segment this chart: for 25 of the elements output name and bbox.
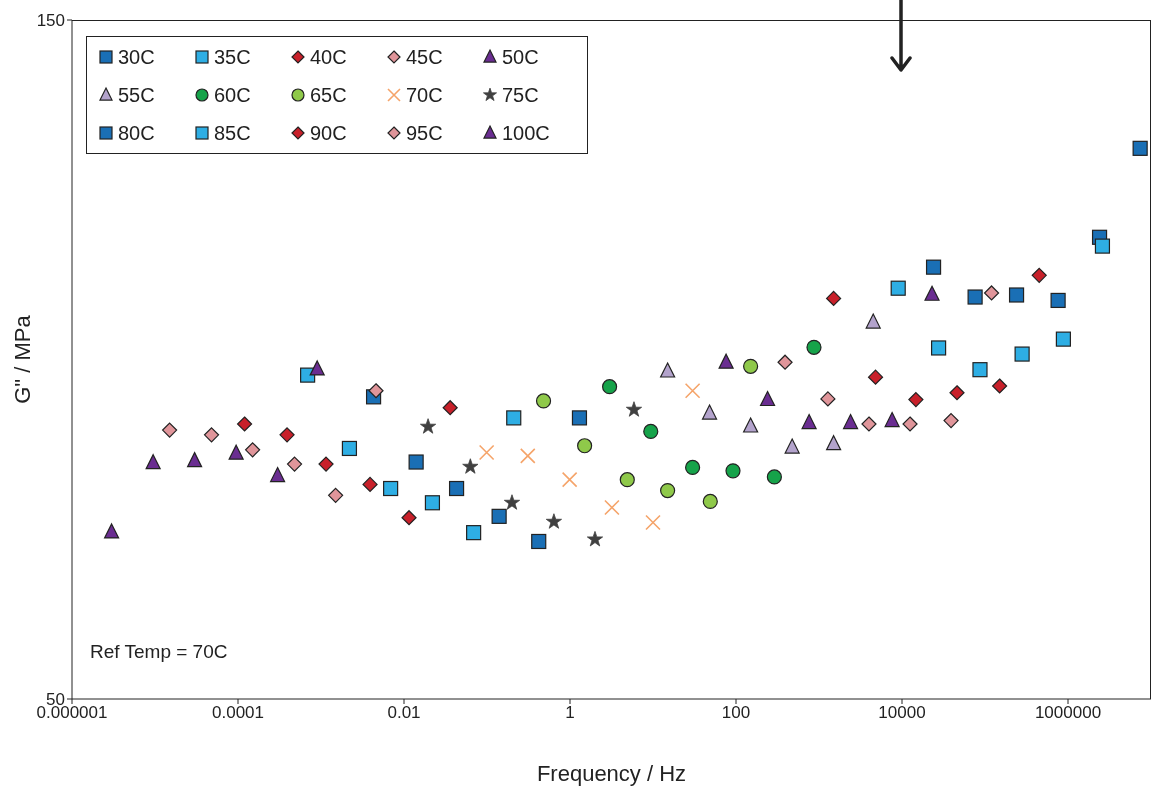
legend-label: 75C bbox=[502, 83, 539, 107]
legend-label: 95C bbox=[406, 121, 443, 145]
legend-label: 100C bbox=[502, 121, 550, 145]
legend-label: 40C bbox=[310, 45, 347, 69]
annotation: Ref Temp = 70C bbox=[90, 641, 228, 663]
y-tick-label: 150 bbox=[36, 11, 65, 31]
x-tick-label: 100 bbox=[721, 703, 751, 723]
x-axis-title: Frequency / Hz bbox=[536, 761, 687, 786]
legend-label: 55C bbox=[118, 83, 155, 107]
legend-label: 50C bbox=[502, 45, 539, 69]
y-axis-title: G" / MPa bbox=[9, 314, 35, 404]
legend-label: 35C bbox=[214, 45, 251, 69]
x-tick-label: 1000000 bbox=[1034, 703, 1102, 723]
legend-label: 90C bbox=[310, 121, 347, 145]
legend-label: 80C bbox=[118, 121, 155, 145]
legend-label: 30C bbox=[118, 45, 155, 69]
legend-label: 65C bbox=[310, 83, 347, 107]
legend-label: 70C bbox=[406, 83, 443, 107]
legend-label: 85C bbox=[214, 121, 251, 145]
x-tick-label: 0.01 bbox=[387, 703, 421, 723]
legend-label: 60C bbox=[214, 83, 251, 107]
x-tick-label: 0.0001 bbox=[212, 703, 264, 723]
legend-label: 45C bbox=[406, 45, 443, 69]
x-tick-label: 10000 bbox=[878, 703, 926, 723]
x-tick-label: 1 bbox=[565, 703, 575, 723]
